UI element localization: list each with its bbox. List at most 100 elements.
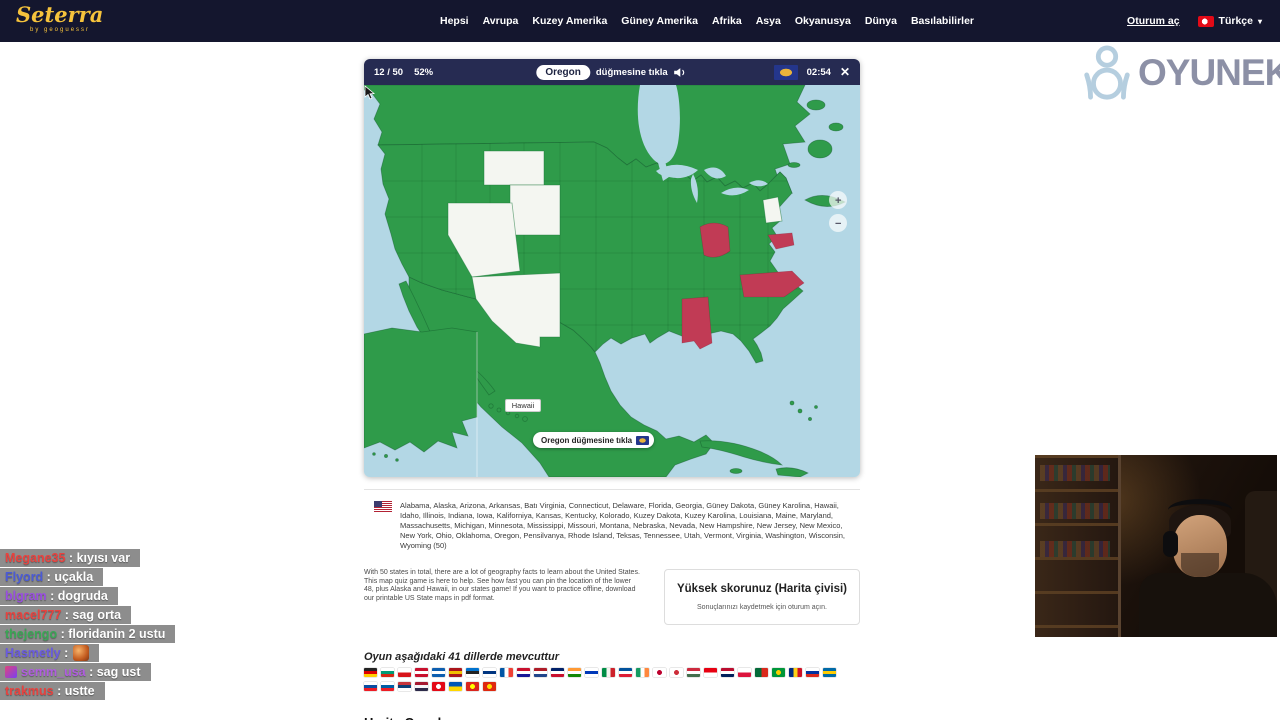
map-canvas[interactable]: + − bbox=[364, 85, 860, 477]
russian-flag-icon[interactable] bbox=[806, 668, 819, 677]
unanswered-state[interactable] bbox=[471, 272, 561, 348]
hawaii-island[interactable] bbox=[496, 407, 502, 413]
swedish-flag-icon[interactable] bbox=[823, 668, 836, 677]
canada-island bbox=[828, 122, 844, 132]
audio-icon[interactable] bbox=[674, 67, 688, 78]
croatian-flag-icon[interactable] bbox=[517, 668, 530, 677]
chat-separator: : bbox=[85, 664, 97, 679]
wrong-state-maryland[interactable] bbox=[767, 232, 795, 250]
main-nav: Hepsi Avrupa Kuzey Amerika Güney Amerika… bbox=[440, 0, 974, 42]
italian-flag-icon[interactable] bbox=[602, 668, 615, 677]
us-flag-icon bbox=[374, 501, 392, 513]
zoom-in-button[interactable]: + bbox=[829, 191, 847, 209]
irish-flag-icon[interactable] bbox=[636, 668, 649, 677]
unanswered-state[interactable] bbox=[447, 202, 521, 278]
slovenian-flag-icon[interactable] bbox=[381, 682, 394, 691]
aleutian-island bbox=[383, 453, 388, 458]
hindi-flag-icon[interactable] bbox=[568, 668, 581, 677]
chat-message: trakmus : ustte bbox=[0, 682, 105, 700]
icelandic-flag-icon[interactable] bbox=[619, 668, 632, 677]
chat-text: kıyısı var bbox=[76, 550, 131, 565]
chinese-flag-icon[interactable] bbox=[483, 682, 496, 691]
quiz-description: With 50 states in total, there are a lot… bbox=[364, 569, 640, 602]
ukrainian-flag-icon[interactable] bbox=[449, 682, 462, 691]
spanish-flag-icon[interactable] bbox=[449, 668, 462, 677]
finnish-flag-icon[interactable] bbox=[483, 668, 496, 677]
cuba bbox=[699, 440, 784, 466]
alaska[interactable] bbox=[364, 327, 478, 453]
prompt-state-pill: Oregon bbox=[536, 64, 590, 80]
anticosti-island bbox=[787, 162, 801, 168]
indonesian-flag-icon[interactable] bbox=[704, 668, 717, 677]
hebrew-flag-icon[interactable] bbox=[585, 668, 598, 677]
serbian-flag-icon[interactable] bbox=[398, 682, 411, 691]
jamaica bbox=[729, 468, 743, 474]
webcam-books bbox=[1040, 503, 1110, 519]
slovak-flag-icon[interactable] bbox=[364, 682, 377, 691]
lake-huron bbox=[704, 167, 726, 179]
aleutian-island bbox=[372, 452, 376, 456]
chat-username: macel777 bbox=[5, 607, 62, 622]
wrong-state-ohio[interactable] bbox=[699, 222, 731, 258]
hawaii-label: Hawaii bbox=[505, 399, 541, 412]
lake-ontario bbox=[749, 180, 768, 187]
romanian-flag-icon[interactable] bbox=[789, 668, 802, 677]
unanswered-state[interactable] bbox=[509, 184, 561, 236]
german-flag-icon[interactable] bbox=[364, 668, 377, 677]
close-icon[interactable]: ✕ bbox=[839, 65, 850, 79]
chat-separator: : bbox=[53, 683, 65, 698]
nav-item-asya[interactable]: Asya bbox=[755, 15, 781, 27]
nav-item-okyanusya[interactable]: Okyanusya bbox=[794, 15, 851, 27]
danish-flag-icon[interactable] bbox=[415, 668, 428, 677]
dutch-flag-icon[interactable] bbox=[534, 668, 547, 677]
japanese-flag-icon[interactable] bbox=[653, 668, 666, 677]
brazilian-flag-icon[interactable] bbox=[772, 668, 785, 677]
norwegian-flag-icon[interactable] bbox=[721, 668, 734, 677]
bulgarian-flag-icon[interactable] bbox=[381, 668, 394, 677]
portuguese-flag-icon[interactable] bbox=[755, 668, 768, 677]
nav-item-basilabilirler[interactable]: Basılabilirler bbox=[910, 15, 974, 27]
nav-item-guney-amerika[interactable]: Güney Amerika bbox=[621, 15, 698, 27]
korean-flag-icon[interactable] bbox=[670, 668, 683, 677]
wrong-state-alabama[interactable] bbox=[681, 296, 713, 350]
greek-flag-icon[interactable] bbox=[432, 668, 445, 677]
thai-flag-icon[interactable] bbox=[415, 682, 428, 691]
vietnamese-flag-icon[interactable] bbox=[466, 682, 479, 691]
nav-item-dunya[interactable]: Dünya bbox=[864, 15, 897, 27]
french-flag-icon[interactable] bbox=[500, 668, 513, 677]
chat-separator: : bbox=[60, 645, 72, 660]
hawaii-island[interactable] bbox=[522, 416, 528, 422]
oregon-flag-icon bbox=[636, 435, 650, 445]
wrong-state-north-carolina[interactable] bbox=[739, 270, 805, 298]
chat-text: sag orta bbox=[72, 607, 122, 622]
hawaii-island[interactable] bbox=[488, 403, 494, 409]
nav-item-kuzey-amerika[interactable]: Kuzey Amerika bbox=[532, 15, 608, 27]
chat-separator: : bbox=[65, 550, 77, 565]
nav-item-hepsi[interactable]: Hepsi bbox=[440, 15, 469, 27]
hungarian-flag-icon[interactable] bbox=[687, 668, 700, 677]
us-map[interactable]: + − Hawaii Oregon düğmesine tıkla bbox=[364, 85, 860, 477]
nav-item-avrupa[interactable]: Avrupa bbox=[482, 15, 519, 27]
estonian-flag-icon[interactable] bbox=[466, 668, 479, 677]
english-flag-icon[interactable] bbox=[551, 668, 564, 677]
czech-flag-icon[interactable] bbox=[398, 668, 411, 677]
zoom-out-button[interactable]: − bbox=[829, 214, 847, 232]
unanswered-state[interactable] bbox=[483, 150, 545, 186]
logo-subtext: by geoguessr bbox=[30, 27, 91, 33]
unanswered-state[interactable] bbox=[762, 196, 783, 224]
hawaii-island[interactable] bbox=[514, 413, 520, 419]
seterra-logo[interactable]: Seterra by geoguessr bbox=[16, 4, 103, 33]
stream-chat-overlay: Megane35 : kıyısı var Flyord : uçakla bl… bbox=[0, 549, 176, 701]
turkish-flag-icon bbox=[1197, 15, 1214, 27]
webcam-overlay bbox=[1035, 455, 1277, 637]
chat-text: floridanin 2 ustu bbox=[68, 626, 166, 641]
webcam-headset-band bbox=[1168, 499, 1232, 521]
nav-item-afrika[interactable]: Afrika bbox=[711, 15, 742, 27]
chat-text: dogruda bbox=[57, 588, 108, 603]
login-link[interactable]: Oturum aç bbox=[1127, 15, 1180, 27]
cursor-pointer bbox=[364, 85, 375, 100]
turkish-flag-icon[interactable] bbox=[432, 682, 445, 691]
lake-michigan bbox=[690, 174, 698, 203]
polish-flag-icon[interactable] bbox=[738, 668, 751, 677]
language-selector[interactable]: Türkçe ▾ bbox=[1197, 15, 1262, 27]
